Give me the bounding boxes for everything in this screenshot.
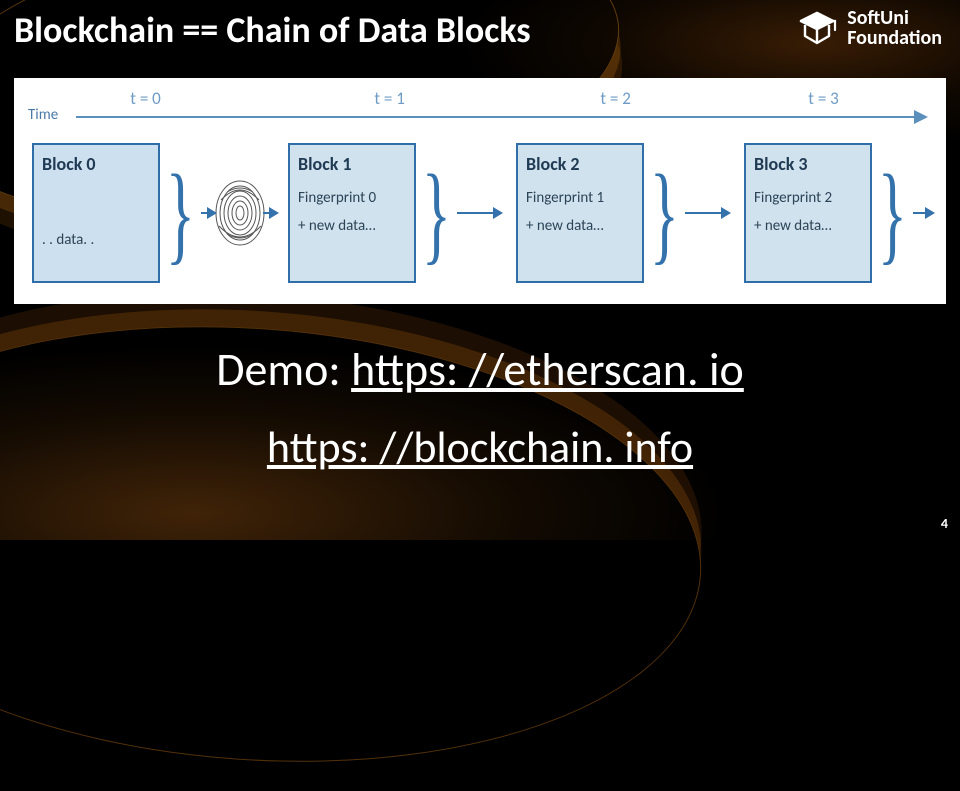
- connector-arrow: [685, 212, 729, 214]
- timeline: Time t = 0 t = 1 t = 2 t = 3: [28, 88, 932, 134]
- block-3-title: Block 3: [754, 153, 862, 175]
- connector-arrow: [263, 212, 277, 214]
- connector-arrow: [201, 212, 215, 214]
- brace-icon: }: [422, 169, 451, 257]
- block-1: Block 1 Fingerprint 0 + new data…: [288, 143, 416, 283]
- block-0-line-1: . . data. .: [42, 231, 150, 249]
- block-cluster-1: Block 1 Fingerprint 0 + new data… }: [288, 138, 501, 288]
- time-label-0: t = 0: [130, 88, 160, 109]
- connector-arrow: [913, 212, 933, 214]
- brace-icon: }: [166, 169, 195, 257]
- slide-title: Blockchain == Chain of Data Blocks: [14, 8, 531, 52]
- block-cluster-3: Block 3 Fingerprint 2 + new data… }: [744, 138, 933, 288]
- block-3-line-1: + new data…: [754, 217, 862, 235]
- blocks-row: Block 0 . . data. . }: [28, 138, 932, 288]
- demo-link-1[interactable]: https: //etherscan. io: [351, 342, 744, 398]
- block-cluster-0: Block 0 . . data. . }: [32, 138, 277, 288]
- slide: Blockchain == Chain of Data Blocks SoftU…: [0, 0, 960, 540]
- demo-link-2[interactable]: https: //blockchain. info: [0, 420, 960, 474]
- time-axis-label: Time: [28, 106, 58, 124]
- block-2-title: Block 2: [526, 153, 634, 175]
- time-axis-arrow: [76, 116, 926, 118]
- page-number: 4: [941, 515, 948, 532]
- connector-arrow: [457, 212, 501, 214]
- blockchain-diagram: Time t = 0 t = 1 t = 2 t = 3 Block 0 . .…: [14, 78, 946, 304]
- time-label-1: t = 1: [374, 88, 404, 109]
- logo-text-line2: Foundation: [847, 28, 942, 48]
- block-2-line-1: + new data…: [526, 217, 634, 235]
- fingerprint-icon: [213, 178, 267, 248]
- time-label-3: t = 3: [808, 88, 838, 109]
- block-2-line-0: Fingerprint 1: [526, 189, 634, 207]
- logo-icon: [795, 6, 839, 50]
- block-1-line-1: + new data…: [298, 217, 406, 235]
- block-0: Block 0 . . data. .: [32, 143, 160, 283]
- logo: SoftUni Foundation: [795, 6, 942, 50]
- block-2: Block 2 Fingerprint 1 + new data…: [516, 143, 644, 283]
- logo-text-line1: SoftUni: [847, 8, 942, 28]
- block-cluster-2: Block 2 Fingerprint 1 + new data… }: [516, 138, 729, 288]
- block-1-line-0: Fingerprint 0: [298, 189, 406, 207]
- time-label-2: t = 2: [600, 88, 630, 109]
- demo-line-1: Demo: https: //etherscan. io: [0, 342, 960, 398]
- brace-icon: }: [878, 169, 907, 257]
- block-1-title: Block 1: [298, 153, 406, 175]
- brace-icon: }: [650, 169, 679, 257]
- block-3-line-0: Fingerprint 2: [754, 189, 862, 207]
- block-3: Block 3 Fingerprint 2 + new data…: [744, 143, 872, 283]
- demo-prefix: Demo:: [216, 342, 351, 398]
- block-0-title: Block 0: [42, 153, 150, 175]
